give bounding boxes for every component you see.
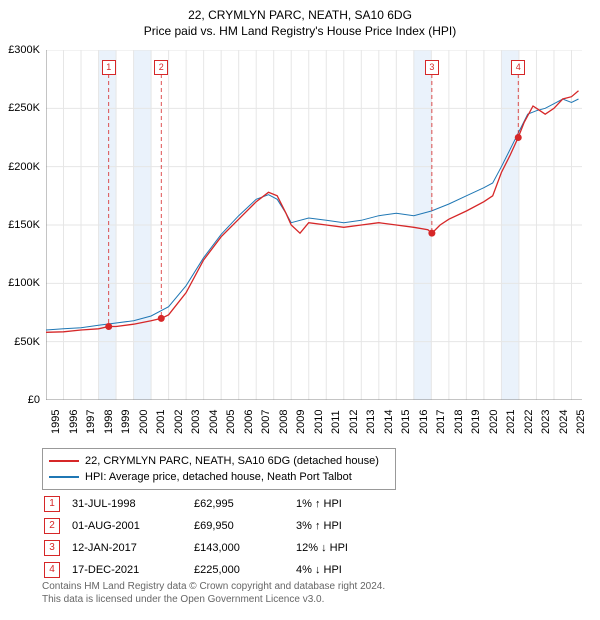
x-tick-label: 2021: [505, 410, 517, 434]
x-tick-label: 2012: [348, 410, 360, 434]
sale-marker-box: 1: [44, 496, 60, 512]
footer-line1: Contains HM Land Registry data © Crown c…: [42, 581, 385, 592]
x-tick-label: 2010: [313, 410, 325, 434]
legend-label: HPI: Average price, detached house, Neat…: [85, 471, 352, 483]
chart-sale-marker: 3: [425, 60, 439, 75]
sale-date: 17-DEC-2021: [72, 560, 192, 580]
x-tick-label: 2004: [208, 410, 220, 434]
legend-swatch-property: [49, 460, 79, 462]
sale-price: £62,995: [194, 494, 294, 514]
y-tick-label: £250K: [8, 102, 40, 114]
sale-delta: 3% ↑ HPI: [296, 516, 358, 536]
footer-line2: This data is licensed under the Open Gov…: [42, 594, 324, 605]
sales-row: 2 01-AUG-2001£69,9503% ↑ HPI: [44, 516, 358, 536]
legend-item-hpi: HPI: Average price, detached house, Neat…: [49, 469, 389, 485]
sales-row: 3 12-JAN-2017£143,00012% ↓ HPI: [44, 538, 358, 558]
sale-price: £143,000: [194, 538, 294, 558]
x-axis-labels: 1995 1996 1997 1998 1999 2000 2001 2002 2003 2004…: [46, 404, 582, 444]
x-tick-label: 1996: [68, 410, 80, 434]
legend-item-property: 22, CRYMLYN PARC, NEATH, SA10 6DG (detac…: [49, 453, 389, 469]
sale-delta: 12% ↓ HPI: [296, 538, 358, 558]
y-tick-label: £200K: [8, 161, 40, 173]
x-tick-label: 2019: [470, 410, 482, 434]
sale-date: 01-AUG-2001: [72, 516, 192, 536]
chart-sale-marker: 1: [102, 60, 116, 75]
x-tick-label: 1998: [103, 410, 115, 434]
sale-price: £69,950: [194, 516, 294, 536]
x-tick-label: 2000: [138, 410, 150, 434]
x-tick-label: 2003: [190, 410, 202, 434]
x-tick-label: 2015: [400, 410, 412, 434]
y-tick-label: £0: [28, 394, 40, 406]
x-tick-label: 2005: [225, 410, 237, 434]
x-tick-label: 2016: [418, 410, 430, 434]
sales-table: 131-JUL-1998£62,9951% ↑ HPI201-AUG-2001£…: [42, 492, 360, 582]
sales-row: 4 17-DEC-2021£225,0004% ↓ HPI: [44, 560, 358, 580]
y-axis-labels: £0£50K£100K£150K£200K£250K£300K: [0, 50, 44, 400]
sale-delta: 1% ↑ HPI: [296, 494, 358, 514]
y-tick-label: £150K: [8, 219, 40, 231]
x-tick-label: 1995: [50, 410, 62, 434]
x-tick-label: 2011: [330, 410, 342, 434]
x-tick-label: 2025: [575, 410, 587, 434]
x-tick-label: 2009: [295, 410, 307, 434]
x-tick-label: 2014: [383, 410, 395, 434]
legend-swatch-hpi: [49, 476, 79, 478]
y-tick-label: £50K: [14, 336, 40, 348]
chart-sale-marker: 4: [511, 60, 525, 75]
chart-sale-marker: 2: [154, 60, 168, 75]
y-tick-label: £300K: [8, 44, 40, 56]
x-tick-label: 2006: [243, 410, 255, 434]
chart-svg: [46, 50, 582, 400]
chart-title-address: 22, CRYMLYN PARC, NEATH, SA10 6DG: [0, 0, 600, 22]
x-tick-label: 2018: [453, 410, 465, 434]
sale-marker-box: 2: [44, 518, 60, 534]
footer-attribution: Contains HM Land Registry data © Crown c…: [42, 580, 385, 606]
x-tick-label: 1997: [85, 410, 97, 434]
sale-marker-box: 3: [44, 540, 60, 556]
x-tick-label: 2008: [278, 410, 290, 434]
chart-subtitle: Price paid vs. HM Land Registry's House …: [0, 22, 600, 42]
legend: 22, CRYMLYN PARC, NEATH, SA10 6DG (detac…: [42, 448, 396, 490]
x-tick-label: 2022: [523, 410, 535, 434]
x-tick-label: 2024: [558, 410, 570, 434]
sale-price: £225,000: [194, 560, 294, 580]
x-tick-label: 2023: [540, 410, 552, 434]
sale-delta: 4% ↓ HPI: [296, 560, 358, 580]
x-tick-label: 2007: [260, 410, 272, 434]
sales-row: 1 31-JUL-1998£62,9951% ↑ HPI: [44, 494, 358, 514]
x-tick-label: 2013: [365, 410, 377, 434]
x-tick-label: 1999: [120, 410, 132, 434]
x-tick-label: 2002: [173, 410, 185, 434]
chart-plot-area: 1 2 3 4: [46, 50, 582, 400]
sale-marker-box: 4: [44, 562, 60, 578]
legend-label: 22, CRYMLYN PARC, NEATH, SA10 6DG (detac…: [85, 455, 379, 467]
x-tick-label: 2017: [435, 410, 447, 434]
sale-date: 12-JAN-2017: [72, 538, 192, 558]
y-tick-label: £100K: [8, 277, 40, 289]
x-tick-label: 2001: [155, 410, 167, 434]
sale-date: 31-JUL-1998: [72, 494, 192, 514]
chart-container: 22, CRYMLYN PARC, NEATH, SA10 6DG Price …: [0, 0, 600, 620]
x-tick-label: 2020: [488, 410, 500, 434]
